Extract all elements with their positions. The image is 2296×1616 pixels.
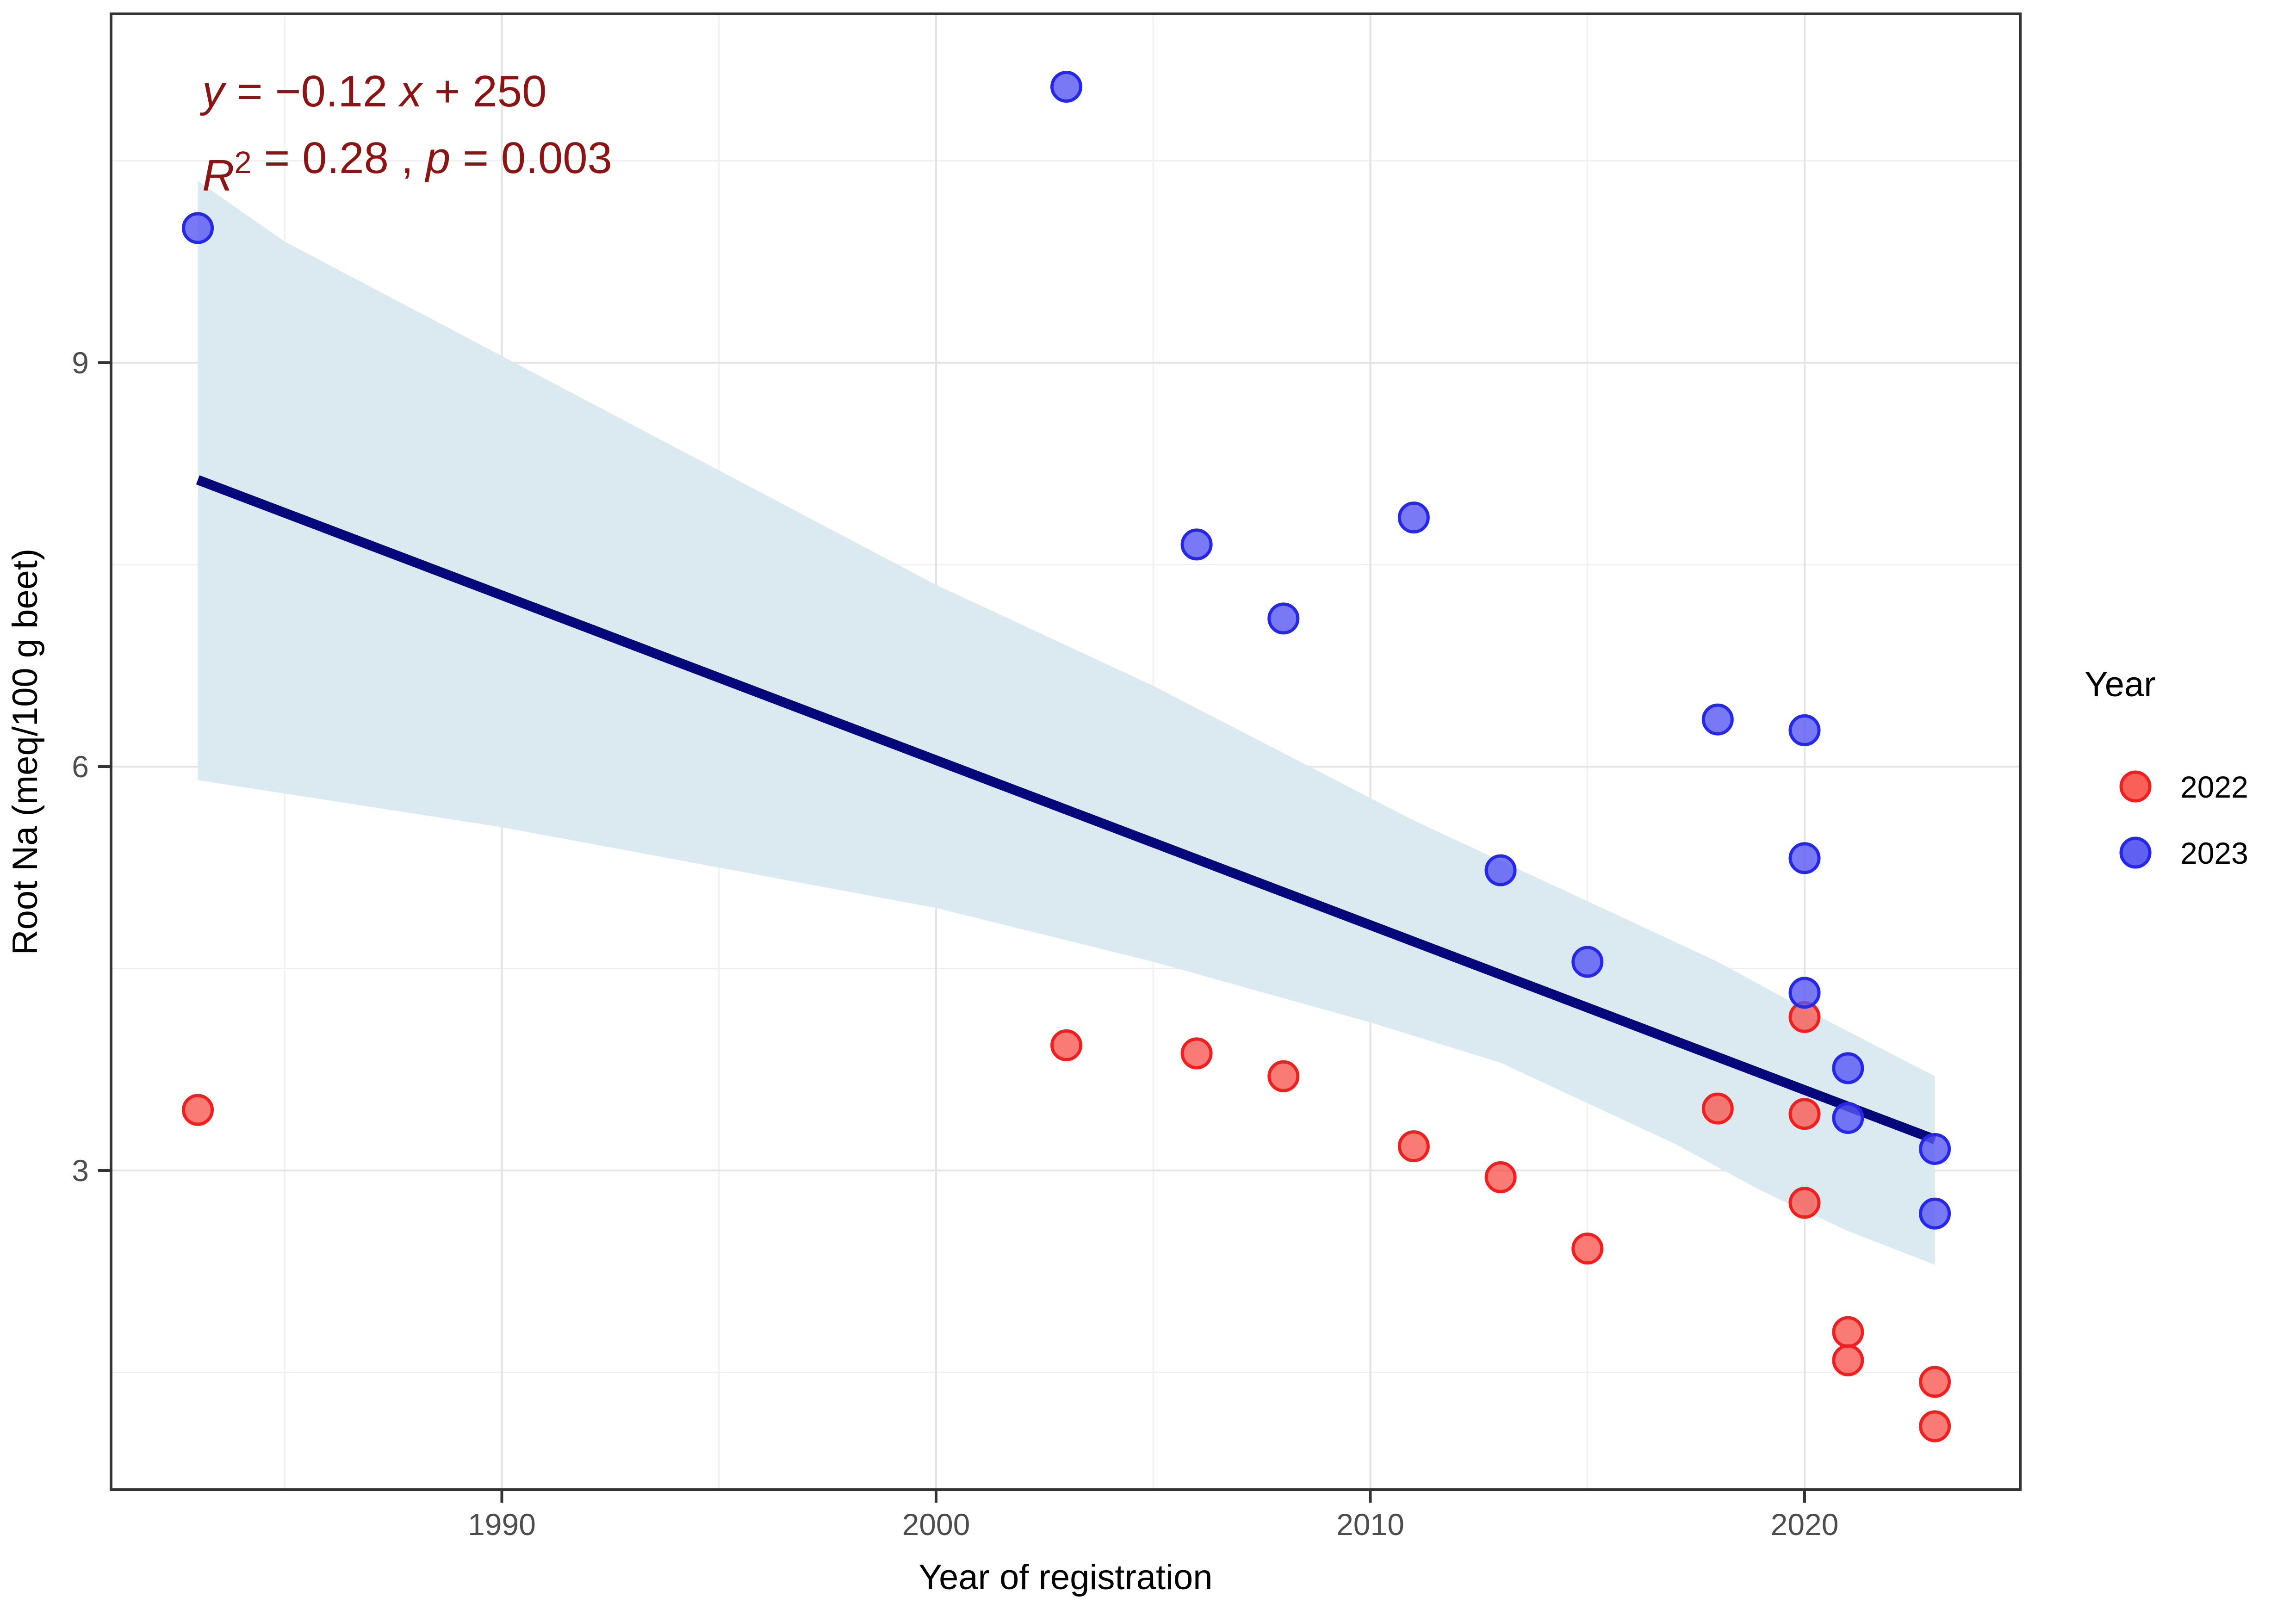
legend-key-2022 bbox=[2119, 770, 2152, 803]
data-point-2023 bbox=[1919, 1197, 1951, 1230]
data-point-2023 bbox=[182, 212, 214, 244]
annotation-r2-pvalue: R2 = 0.28 , p = 0.003 bbox=[202, 133, 612, 200]
data-point-2022 bbox=[1571, 1232, 1604, 1265]
data-point-2023 bbox=[1701, 703, 1734, 736]
regression-line bbox=[196, 475, 1937, 1144]
data-point-2022 bbox=[1701, 1092, 1734, 1125]
data-point-2022 bbox=[1919, 1366, 1951, 1398]
legend-title: Year bbox=[2085, 665, 2156, 704]
data-point-2022 bbox=[1788, 1098, 1821, 1130]
data-point-2023 bbox=[1050, 70, 1083, 103]
panel-border bbox=[110, 12, 2022, 1491]
y-tick-label: 6 bbox=[72, 749, 89, 784]
annotation-equation: y = −0.12 x + 250 bbox=[199, 67, 547, 116]
data-point-2022 bbox=[1267, 1060, 1300, 1092]
legend-label-2022: 2022 bbox=[2180, 770, 2248, 804]
data-point-2022 bbox=[1484, 1161, 1517, 1194]
data-point-2022 bbox=[1397, 1130, 1430, 1163]
y-tick-label: 3 bbox=[72, 1153, 89, 1188]
data-point-2023 bbox=[1267, 602, 1300, 635]
data-point-2022 bbox=[1832, 1316, 1864, 1348]
data-point-2023 bbox=[1919, 1133, 1951, 1165]
data-point-2023 bbox=[1180, 528, 1213, 561]
y-axis-title: Root Na (meq/100 g beet) bbox=[6, 549, 45, 955]
data-point-2022 bbox=[1832, 1344, 1864, 1376]
data-point-2023 bbox=[1832, 1102, 1864, 1134]
data-point-2022 bbox=[1919, 1410, 1951, 1443]
x-tick-label: 2010 bbox=[1336, 1507, 1404, 1542]
data-point-2022 bbox=[1050, 1029, 1083, 1061]
data-point-2023 bbox=[1832, 1052, 1864, 1084]
data-point-2022 bbox=[1180, 1037, 1213, 1070]
data-point-2023 bbox=[1788, 977, 1821, 1009]
x-axis-title: Year of registration bbox=[918, 1558, 1212, 1597]
y-tick-label: 9 bbox=[72, 346, 89, 380]
data-point-2023 bbox=[1788, 714, 1821, 746]
data-point-2022 bbox=[182, 1094, 214, 1126]
data-point-2023 bbox=[1571, 946, 1604, 978]
data-point-2022 bbox=[1788, 1187, 1821, 1219]
data-point-2023 bbox=[1788, 842, 1821, 874]
x-tick-label: 2000 bbox=[902, 1507, 970, 1542]
data-point-2023 bbox=[1484, 854, 1517, 886]
confidence-band bbox=[198, 181, 1935, 1265]
x-tick-label: 2020 bbox=[1771, 1507, 1839, 1542]
legend-key-2023 bbox=[2119, 836, 2152, 869]
x-tick-label: 1990 bbox=[468, 1507, 536, 1542]
data-point-2023 bbox=[1397, 502, 1430, 534]
legend-label-2023: 2023 bbox=[2180, 836, 2248, 870]
